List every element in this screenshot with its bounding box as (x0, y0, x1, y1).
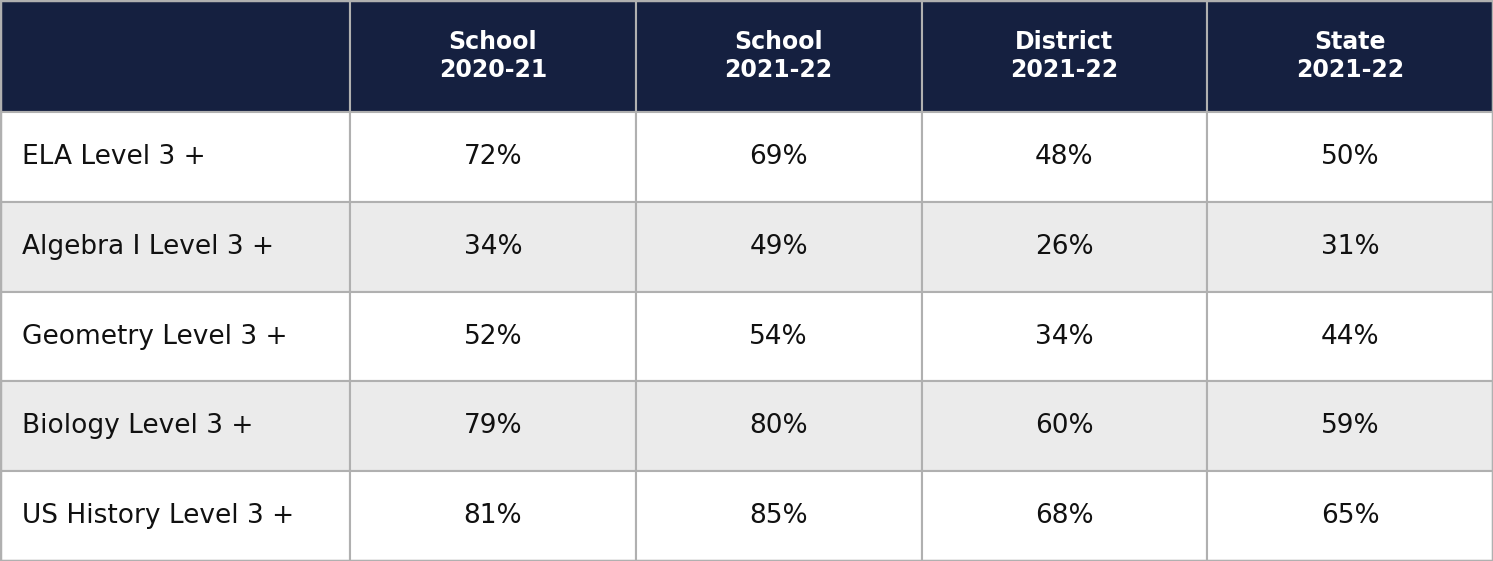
Text: 80%: 80% (749, 413, 808, 439)
Text: 31%: 31% (1321, 234, 1380, 260)
Text: 54%: 54% (749, 324, 808, 350)
Bar (349, 0, 636, 112)
Text: District: District (1015, 30, 1114, 54)
Text: 2021-22: 2021-22 (1296, 58, 1405, 82)
Text: 85%: 85% (749, 503, 808, 529)
Bar (0, 381, 349, 471)
Bar (636, 112, 921, 202)
Text: 49%: 49% (749, 234, 808, 260)
Text: 60%: 60% (1035, 413, 1094, 439)
Bar (0, 112, 349, 202)
Bar (921, 0, 1208, 112)
Text: 2021-22: 2021-22 (724, 58, 833, 82)
Bar (636, 202, 921, 292)
Bar (1208, 292, 1493, 381)
Bar (636, 292, 921, 381)
Bar (1208, 202, 1493, 292)
Text: 72%: 72% (463, 144, 523, 170)
Text: 65%: 65% (1321, 503, 1380, 529)
Bar (1208, 381, 1493, 471)
Text: Biology Level 3 +: Biology Level 3 + (22, 413, 254, 439)
Bar (636, 471, 921, 561)
Text: 34%: 34% (1035, 324, 1094, 350)
Text: Algebra I Level 3 +: Algebra I Level 3 + (22, 234, 275, 260)
Text: State: State (1314, 30, 1386, 54)
Text: US History Level 3 +: US History Level 3 + (22, 503, 294, 529)
Bar (349, 202, 636, 292)
Text: 48%: 48% (1035, 144, 1094, 170)
Text: 50%: 50% (1321, 144, 1380, 170)
Text: 44%: 44% (1321, 324, 1380, 350)
Text: 52%: 52% (463, 324, 523, 350)
Bar (921, 471, 1208, 561)
Bar (349, 471, 636, 561)
Text: School: School (735, 30, 823, 54)
Bar (349, 292, 636, 381)
Bar (636, 0, 921, 112)
Bar (1208, 471, 1493, 561)
Text: School: School (448, 30, 537, 54)
Bar (0, 292, 349, 381)
Text: 2021-22: 2021-22 (1011, 58, 1118, 82)
Bar (921, 112, 1208, 202)
Text: ELA Level 3 +: ELA Level 3 + (22, 144, 206, 170)
Text: 81%: 81% (463, 503, 523, 529)
Bar (0, 471, 349, 561)
Text: 79%: 79% (463, 413, 523, 439)
Bar (0, 202, 349, 292)
Bar (349, 112, 636, 202)
Bar (349, 381, 636, 471)
Text: 26%: 26% (1035, 234, 1094, 260)
Text: Geometry Level 3 +: Geometry Level 3 + (22, 324, 288, 350)
Bar (921, 381, 1208, 471)
Bar (0, 0, 349, 112)
Bar (1208, 0, 1493, 112)
Bar (921, 292, 1208, 381)
Bar (921, 202, 1208, 292)
Text: 68%: 68% (1035, 503, 1094, 529)
Text: 2020-21: 2020-21 (439, 58, 546, 82)
Text: 34%: 34% (463, 234, 523, 260)
Bar (636, 381, 921, 471)
Text: 59%: 59% (1321, 413, 1380, 439)
Bar (1208, 112, 1493, 202)
Text: 69%: 69% (749, 144, 808, 170)
